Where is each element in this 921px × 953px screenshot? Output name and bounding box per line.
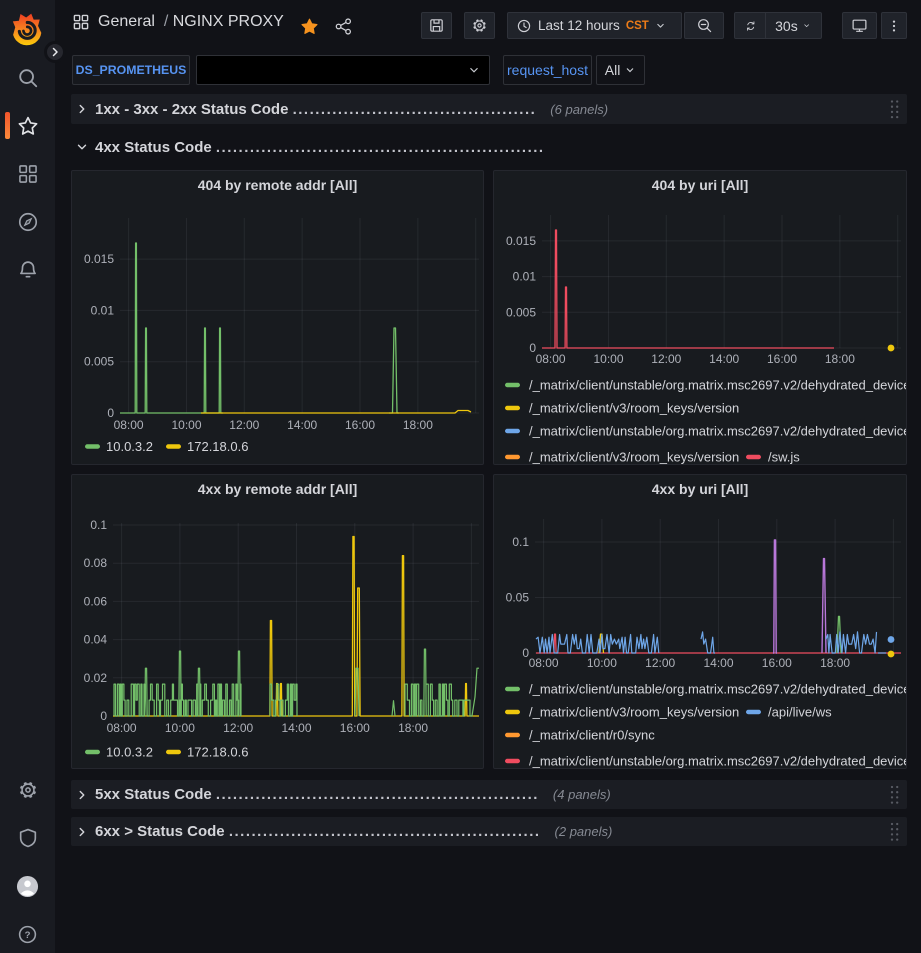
svg-text:0.005: 0.005 [84, 355, 114, 369]
svg-text:/_matrix/client/v3/room_keys/v: /_matrix/client/v3/room_keys/version [529, 401, 739, 416]
svg-text:16:00: 16:00 [762, 656, 792, 670]
svg-text:0: 0 [107, 406, 114, 420]
svg-text:0: 0 [529, 341, 536, 355]
svg-text:0: 0 [522, 646, 529, 660]
svg-text:0.06: 0.06 [84, 594, 108, 608]
svg-text:10.0.3.2: 10.0.3.2 [106, 439, 153, 454]
svg-text:14:00: 14:00 [709, 352, 739, 366]
svg-text:16:00: 16:00 [767, 352, 797, 366]
svg-text:0.04: 0.04 [84, 633, 108, 647]
svg-text:0.015: 0.015 [506, 234, 536, 248]
svg-text:12:00: 12:00 [229, 418, 259, 432]
svg-text:0.01: 0.01 [513, 270, 537, 284]
svg-text:12:00: 12:00 [223, 721, 253, 735]
svg-text:/api/live/ws: /api/live/ws [768, 705, 832, 720]
svg-text:16:00: 16:00 [340, 721, 370, 735]
svg-text:0: 0 [100, 709, 107, 723]
svg-text:10.0.3.2: 10.0.3.2 [106, 745, 153, 760]
svg-text:0.1: 0.1 [90, 518, 107, 532]
svg-text:08:00: 08:00 [536, 352, 566, 366]
svg-text:/_matrix/client/unstable/org.m: /_matrix/client/unstable/org.matrix.msc2… [529, 754, 907, 769]
svg-text:0.1: 0.1 [512, 535, 529, 549]
svg-text:/_matrix/client/unstable/org.m: /_matrix/client/unstable/org.matrix.msc2… [529, 682, 907, 697]
svg-text:0.005: 0.005 [506, 305, 536, 319]
svg-text:/_matrix/client/v3/room_keys/v: /_matrix/client/v3/room_keys/version [529, 705, 739, 720]
svg-text:172.18.0.6: 172.18.0.6 [187, 439, 248, 454]
svg-text:10:00: 10:00 [165, 721, 195, 735]
svg-text:18:00: 18:00 [398, 721, 428, 735]
svg-text:18:00: 18:00 [825, 352, 855, 366]
svg-text:172.18.0.6: 172.18.0.6 [187, 745, 248, 760]
svg-text:/sw.js: /sw.js [768, 450, 800, 465]
svg-text:/_matrix/client/r0/sync: /_matrix/client/r0/sync [529, 728, 655, 743]
svg-text:/_matrix/client/unstable/org.m: /_matrix/client/unstable/org.matrix.msc2… [529, 424, 907, 439]
svg-text:14:00: 14:00 [703, 656, 733, 670]
svg-text:08:00: 08:00 [529, 656, 559, 670]
svg-text:10:00: 10:00 [593, 352, 623, 366]
svg-text:08:00: 08:00 [107, 721, 137, 735]
svg-text:14:00: 14:00 [287, 418, 317, 432]
svg-text:12:00: 12:00 [645, 656, 675, 670]
svg-text:16:00: 16:00 [345, 418, 375, 432]
svg-text:0.02: 0.02 [84, 671, 108, 685]
svg-text:08:00: 08:00 [114, 418, 144, 432]
svg-text:?: ? [25, 930, 31, 941]
svg-text:/_matrix/client/v3/room_keys/v: /_matrix/client/v3/room_keys/version [529, 450, 739, 465]
svg-text:10:00: 10:00 [171, 418, 201, 432]
svg-text:18:00: 18:00 [403, 418, 433, 432]
svg-text:0.08: 0.08 [84, 556, 108, 570]
svg-text:0.05: 0.05 [506, 591, 530, 605]
svg-text:12:00: 12:00 [651, 352, 681, 366]
svg-text:0.015: 0.015 [84, 252, 114, 266]
svg-text:18:00: 18:00 [820, 656, 850, 670]
svg-text:14:00: 14:00 [281, 721, 311, 735]
svg-text:0.01: 0.01 [91, 303, 115, 317]
svg-text:/_matrix/client/unstable/org.m: /_matrix/client/unstable/org.matrix.msc2… [529, 378, 907, 393]
svg-text:10:00: 10:00 [587, 656, 617, 670]
